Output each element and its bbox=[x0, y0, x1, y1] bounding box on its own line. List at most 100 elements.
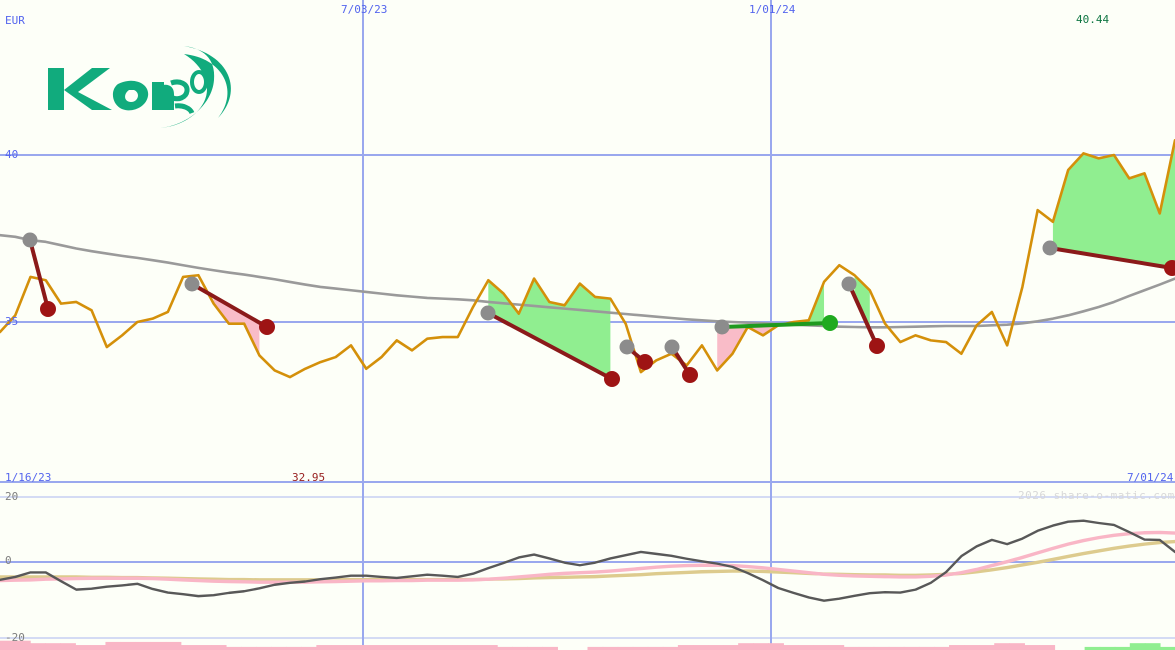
trend-start-marker-7[interactable] bbox=[1042, 240, 1058, 256]
indicator-histogram-bar bbox=[813, 645, 830, 650]
trend-start-marker-2[interactable] bbox=[480, 305, 496, 321]
indicator-histogram-bar bbox=[75, 645, 91, 650]
indicator-histogram-bar bbox=[1114, 646, 1131, 650]
indicator-tick-minus-20: -20 bbox=[5, 631, 25, 644]
indicator-histogram-bar bbox=[346, 645, 363, 650]
indicator-histogram-bar bbox=[436, 645, 453, 650]
indicator-histogram-bar bbox=[617, 646, 634, 650]
x-tick-label-2: 1/01/24 bbox=[749, 3, 796, 16]
indicator-histogram-bar bbox=[692, 645, 709, 650]
indicator-histogram-bar bbox=[1099, 646, 1116, 650]
indicator-histogram-bar bbox=[286, 646, 302, 650]
trendline-down-0 bbox=[28, 238, 50, 311]
x-tick-label-1: 7/03/23 bbox=[341, 3, 388, 16]
indicator-histogram-bar bbox=[301, 646, 317, 650]
indicator-histogram-bar bbox=[903, 646, 920, 650]
trend-end-marker-2[interactable] bbox=[604, 371, 620, 387]
indicator-histogram-bar bbox=[1039, 645, 1056, 650]
indicator-histogram-bar bbox=[994, 643, 1010, 650]
trend-start-marker-3[interactable] bbox=[619, 339, 635, 355]
indicator-histogram-bar bbox=[497, 646, 513, 650]
last-price-value: 40.44 bbox=[1076, 13, 1110, 26]
indicator-histogram-bar bbox=[90, 645, 107, 650]
trend-fill-above-7-0 bbox=[1052, 140, 1175, 269]
trend-end-marker-5[interactable] bbox=[822, 315, 838, 331]
indicator-histogram-bar bbox=[105, 641, 122, 650]
indicator-pink-line bbox=[0, 530, 1175, 584]
indicator-histogram-bar bbox=[858, 646, 875, 650]
trend-end-marker-6[interactable] bbox=[869, 338, 885, 354]
indicator-histogram-bar bbox=[451, 645, 468, 650]
indicator-histogram-bar bbox=[753, 643, 769, 650]
indicator-histogram-bar bbox=[602, 646, 619, 650]
indicator-histogram-bar bbox=[150, 641, 167, 650]
watermark: 2026 share-o-matic.com bbox=[1018, 489, 1175, 502]
trend-end-marker-0[interactable] bbox=[40, 301, 56, 317]
end-date-label: 7/01/24 bbox=[1127, 471, 1174, 484]
indicator-histogram-bar bbox=[271, 646, 287, 650]
indicator-histogram-bar bbox=[662, 646, 679, 650]
indicator-histogram-bar bbox=[482, 645, 498, 650]
trend-start-marker-4[interactable] bbox=[664, 339, 680, 355]
indicator-histogram-bar bbox=[542, 646, 558, 650]
indicator-tick-0: 0 bbox=[5, 554, 12, 567]
indicator-histogram-bar bbox=[1144, 643, 1161, 650]
trendline-down-7 bbox=[1048, 246, 1174, 270]
y-tick-label-35: 35 bbox=[5, 315, 19, 328]
indicator-histogram-bar bbox=[120, 641, 137, 650]
trendline-down-6 bbox=[847, 282, 879, 348]
trend-end-marker-3[interactable] bbox=[637, 354, 653, 370]
trend-start-marker-1[interactable] bbox=[184, 276, 200, 292]
trend-fill-above-5-0 bbox=[793, 281, 825, 325]
indicator-histogram-bar bbox=[527, 646, 543, 650]
trend-end-marker-7[interactable] bbox=[1164, 260, 1175, 276]
trend-fill-above-6-0 bbox=[854, 275, 870, 331]
indicator-histogram-bar bbox=[843, 646, 860, 650]
y-tick-label-40: 40 bbox=[5, 148, 19, 161]
trend-fill-below-5-0 bbox=[717, 324, 779, 371]
indicator-histogram-bar bbox=[1084, 646, 1101, 650]
indicator-histogram-bar bbox=[979, 645, 995, 650]
indicator-histogram-bar bbox=[241, 646, 257, 650]
moving-average-line bbox=[0, 233, 1175, 329]
indicator-histogram-bar bbox=[873, 646, 890, 650]
trendline-down-2 bbox=[486, 311, 614, 381]
indicator-histogram-bar bbox=[421, 645, 438, 650]
indicator-histogram-bar bbox=[406, 645, 423, 650]
start-date-label: 1/16/23 bbox=[5, 471, 52, 484]
indicator-histogram-bar bbox=[0, 640, 16, 650]
low-price-value: 32.95 bbox=[292, 471, 326, 484]
indicator-tan-line bbox=[0, 539, 1175, 582]
trend-start-marker-6[interactable] bbox=[841, 276, 857, 292]
trend-start-marker-5[interactable] bbox=[714, 319, 730, 335]
indicator-histogram-bar bbox=[798, 645, 815, 650]
indicator-tick-20: 20 bbox=[5, 490, 19, 503]
trend-fill-below-1-0 bbox=[213, 296, 260, 356]
indicator-histogram-bar bbox=[225, 646, 242, 650]
indicator-histogram-bar bbox=[180, 645, 197, 650]
indicator-histogram-bar bbox=[361, 645, 378, 650]
currency-label: EUR bbox=[5, 14, 25, 27]
indicator-histogram-bar bbox=[195, 645, 212, 650]
indicator-histogram-bar bbox=[210, 645, 227, 650]
indicator-histogram-bar bbox=[828, 645, 845, 650]
trend-end-marker-4[interactable] bbox=[682, 367, 698, 383]
trend-end-marker-1[interactable] bbox=[259, 319, 275, 335]
price-line bbox=[0, 139, 1175, 379]
indicator-histogram-bar bbox=[391, 645, 408, 650]
indicator-histogram-bar bbox=[331, 645, 348, 650]
indicator-histogram-bar bbox=[466, 645, 483, 650]
indicator-histogram-bar bbox=[587, 646, 604, 650]
indicator-histogram-bar bbox=[512, 646, 528, 650]
indicator-histogram-bar bbox=[30, 643, 46, 650]
indicator-histogram-bar bbox=[708, 645, 724, 650]
indicator-histogram-bar bbox=[933, 646, 950, 650]
indicator-histogram-bar bbox=[768, 643, 784, 650]
trend-start-marker-0[interactable] bbox=[22, 232, 38, 248]
indicator-histogram-bar bbox=[256, 646, 272, 650]
indicator-histogram-bar bbox=[165, 641, 182, 650]
indicator-histogram-bar bbox=[45, 643, 61, 650]
indicator-histogram-bar bbox=[918, 646, 935, 650]
indicator-histogram-bar bbox=[135, 641, 152, 650]
